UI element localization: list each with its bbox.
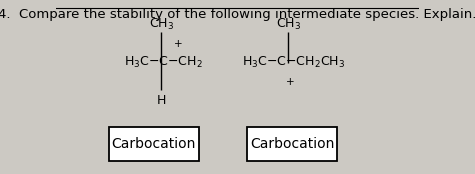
FancyBboxPatch shape bbox=[108, 127, 200, 161]
Text: H$_3$C$-$C$-$CH$_2$CH$_3$: H$_3$C$-$C$-$CH$_2$CH$_3$ bbox=[242, 55, 345, 70]
Text: +: + bbox=[286, 77, 294, 87]
FancyBboxPatch shape bbox=[247, 127, 337, 161]
Text: Carbocation: Carbocation bbox=[250, 137, 334, 151]
Text: H$_3$C$-$C$-$CH$_2$: H$_3$C$-$C$-$CH$_2$ bbox=[124, 55, 202, 70]
Text: +: + bbox=[174, 39, 182, 49]
Text: 4.  Compare the stability of the following intermediate species. Explain.: 4. Compare the stability of the followin… bbox=[0, 9, 475, 21]
Text: CH$_3$: CH$_3$ bbox=[149, 17, 174, 32]
Text: Carbocation: Carbocation bbox=[112, 137, 196, 151]
Text: H: H bbox=[156, 94, 166, 107]
Text: CH$_3$: CH$_3$ bbox=[276, 17, 301, 32]
